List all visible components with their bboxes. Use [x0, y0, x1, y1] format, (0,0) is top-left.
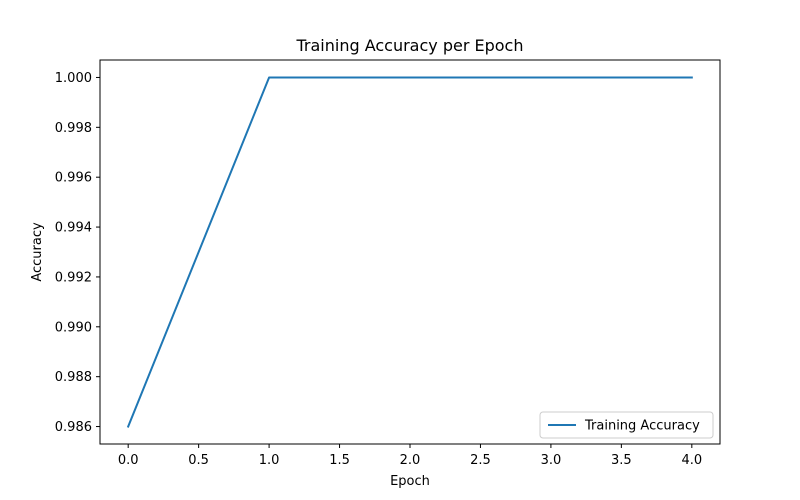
x-tick-label: 2.5: [470, 453, 491, 468]
x-tick-label: 3.0: [541, 453, 562, 468]
x-tick-label: 1.0: [259, 453, 280, 468]
legend-box: [539, 411, 714, 439]
series-layer: [126, 76, 693, 428]
x-tick-label: 3.5: [611, 453, 632, 468]
chart-title: Training Accuracy per Epoch: [295, 36, 523, 55]
legend-label-training-accuracy: Training Accuracy: [584, 419, 700, 434]
series-line-training-accuracy: [126, 76, 693, 428]
y-tick-label: 0.998: [55, 121, 92, 136]
y-tick-label: 1.000: [55, 71, 92, 86]
y-axis-label: Accuracy: [30, 222, 45, 282]
x-tick-label: 0.0: [118, 453, 139, 468]
plot-frame: [99, 59, 721, 445]
y-tick-label: 0.994: [55, 221, 92, 236]
y-tick-label: 0.996: [55, 171, 92, 186]
y-tick-label: 0.988: [55, 370, 92, 385]
y-axis-ticks: 0.986 0.988 0.990 0.992 0.994 0.996 0.998 1.000: [55, 71, 100, 435]
y-tick-label: 0.986: [55, 420, 92, 435]
legend: Training Accuracy: [539, 411, 714, 439]
y-tick-label: 0.992: [55, 270, 92, 285]
x-tick-label: 4.0: [681, 453, 702, 468]
x-tick-label: 1.5: [329, 453, 350, 468]
x-tick-label: 2.0: [400, 453, 421, 468]
plot-area: [100, 60, 720, 444]
x-tick-label: 0.5: [188, 453, 209, 468]
x-axis-ticks: 0.0 0.5 1.0 1.5 2.0 2.5 3.0 3.5 4.0: [118, 444, 702, 468]
y-tick-label: 0.990: [55, 320, 92, 335]
x-axis-label: Epoch: [390, 474, 430, 489]
